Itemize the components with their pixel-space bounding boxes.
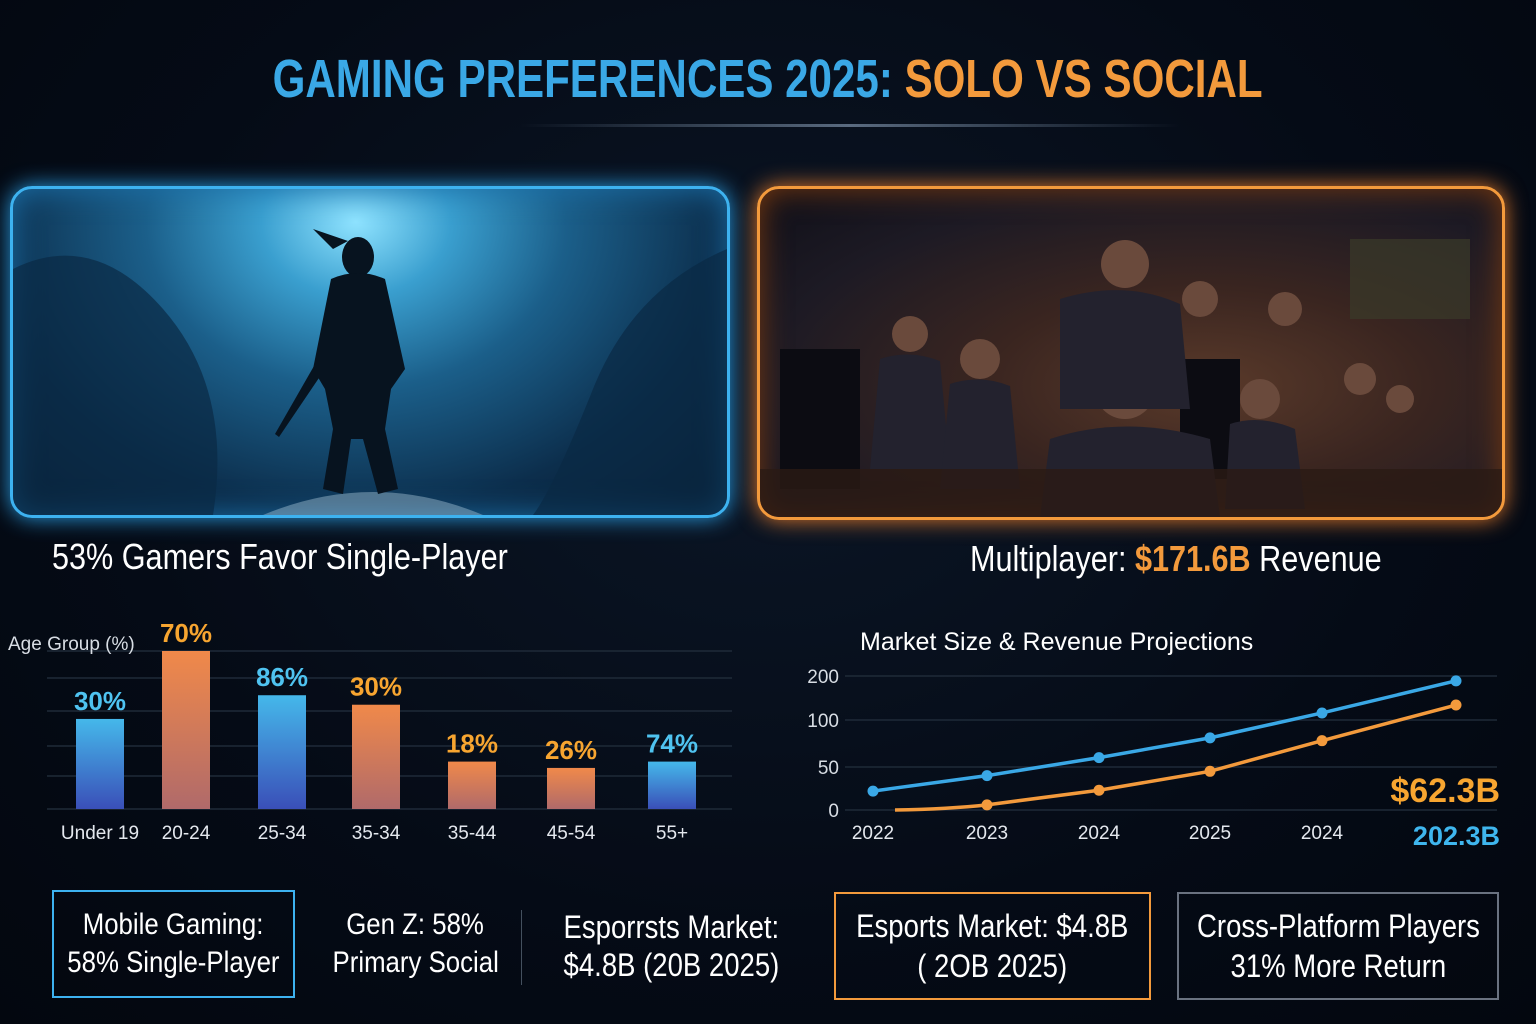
x-tick-label: 55+ [656, 823, 688, 844]
bar [547, 767, 595, 809]
stat-esports-market: Esporrsts Market: $4.8B (20B 2025) [540, 890, 802, 1002]
data-point [1316, 707, 1328, 719]
x-tick-label: 20-24 [162, 823, 211, 844]
title-social: SOLO VS SOCIAL [904, 49, 1264, 109]
stat-line: 31% More Return [1230, 948, 1446, 984]
bar [258, 695, 306, 809]
bar [448, 761, 496, 809]
data-point [1450, 699, 1462, 711]
page-title: GAMING PREFERENCES 2025: SOLO VS SOCIAL [0, 48, 1536, 110]
x-tick-label: Under 19 [61, 823, 139, 844]
stat-divider [521, 910, 522, 985]
stat-gen-z: Gen Z: 58% Primary Social [318, 890, 513, 998]
chart-title: Market Size & Revenue Projections [860, 628, 1253, 656]
stat-line: $4.8B (20B 2025) [563, 947, 779, 983]
social-caption-prefix: Multiplayer: [970, 538, 1127, 579]
data-point [981, 770, 993, 782]
blue-value-annotation: 202.3B [1413, 821, 1500, 851]
bar-value-label: 30% [350, 672, 402, 702]
bar-value-label: 86% [256, 662, 308, 692]
stat-line: 58% Single-Player [67, 946, 280, 979]
x-tick-label: 2025 [1189, 823, 1231, 844]
warrior-silhouette-icon [13, 229, 727, 515]
social-revenue-value: $171.6B [1134, 538, 1251, 579]
data-point [1204, 765, 1216, 777]
x-tick-label: 2022 [852, 823, 894, 844]
stat-mobile-gaming: Mobile Gaming: 58% Single-Player [52, 890, 295, 998]
bar [76, 718, 124, 809]
stat-esports-market-highlight: Esports Market: $4.8B ( 2OB 2025) [834, 892, 1151, 1000]
series-line [894, 803, 988, 812]
bar-value-label: 30% [74, 686, 126, 716]
data-point [1093, 752, 1105, 764]
orange-value-annotation: $62.3B [1390, 772, 1500, 810]
bar-value-label: 74% [646, 729, 698, 759]
data-point [1316, 735, 1328, 747]
bar-value-label: 18% [446, 729, 498, 759]
stat-line: Esports Market: $4.8B [856, 908, 1129, 944]
stat-line: Cross-Platform Players [1196, 908, 1480, 944]
stat-cross-platform: Cross-Platform Players 31% More Return [1177, 892, 1499, 1000]
bar [162, 651, 210, 809]
x-tick-label: 35-44 [448, 823, 497, 844]
age-group-bar-chart: Age Group (%) 30% Under 19 70% 20-24 86% 25-34… [8, 618, 732, 844]
stat-line: Esporrsts Market: [563, 909, 779, 945]
stat-line: Primary Social [332, 946, 499, 979]
stat-line: Gen Z: 58% [346, 908, 485, 941]
solo-gaming-image [10, 186, 730, 518]
social-caption-suffix: Revenue [1259, 538, 1382, 579]
x-tick-label: 25-34 [258, 823, 307, 844]
social-gaming-image [757, 186, 1505, 520]
market-line-chart: Market Size & Revenue Projections 0 50 100 2… [807, 628, 1500, 851]
data-point [1450, 675, 1462, 687]
x-tick-label: 2024 [1301, 823, 1344, 844]
x-tick-label: 35-34 [352, 823, 401, 844]
data-point [867, 785, 879, 797]
social-caption: Multiplayer: $171.6B Revenue [970, 538, 1382, 580]
x-tick-label: 45-54 [547, 823, 596, 844]
data-point [1093, 784, 1105, 796]
stat-line: Mobile Gaming: [83, 908, 264, 941]
solo-caption: 53% Gamers Favor Single-Player [52, 536, 508, 577]
stat-line: ( 2OB 2025) [917, 948, 1068, 984]
x-tick-label: 2024 [1078, 823, 1121, 844]
y-tick-label: 100 [807, 711, 839, 732]
gamers-scene-icon [760, 239, 1502, 517]
series-line [872, 679, 1457, 793]
bar [352, 704, 400, 809]
x-tick-label: 2023 [966, 823, 1008, 844]
bar-value-label: 70% [160, 618, 212, 648]
title-solo: GAMING PREFERENCES 2025: [272, 49, 894, 109]
y-axis-label: Age Group (%) [8, 634, 135, 655]
data-point [981, 799, 993, 811]
y-tick-label: 0 [828, 801, 839, 822]
title-divider [520, 124, 1180, 127]
y-tick-label: 50 [818, 758, 839, 779]
y-tick-label: 200 [807, 667, 839, 688]
bar [648, 761, 696, 809]
data-point [1204, 732, 1216, 744]
bar-value-label: 26% [545, 735, 597, 765]
